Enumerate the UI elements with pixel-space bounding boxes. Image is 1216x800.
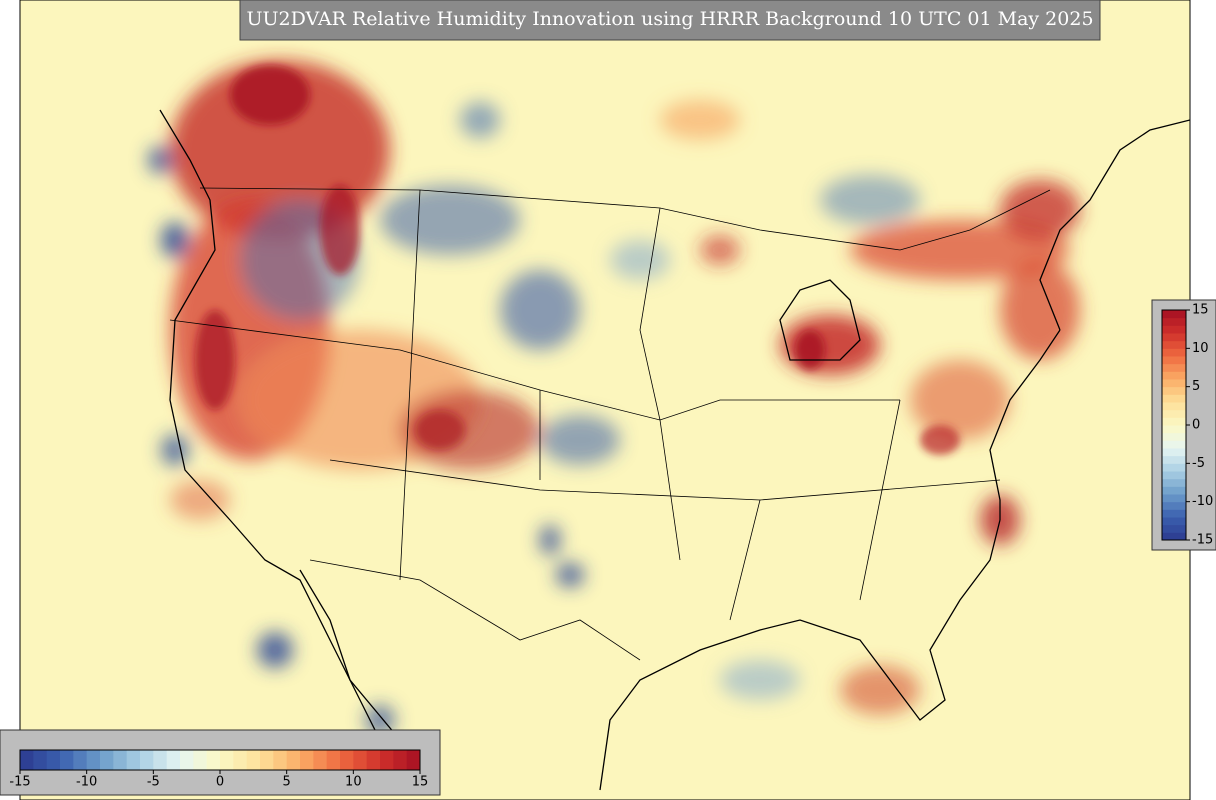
colorbar-segment xyxy=(393,750,408,770)
colorbar-segment xyxy=(60,750,74,770)
colorbar-segment xyxy=(233,750,248,770)
colorbar-segment xyxy=(73,750,88,770)
colorbar-segment xyxy=(20,750,34,770)
colorbar-segment xyxy=(246,750,261,770)
colorbar-segment xyxy=(1162,417,1186,426)
colorbar-tick-label: -10 xyxy=(76,775,97,790)
colorbar-segment xyxy=(1162,471,1186,480)
colorbar-segment xyxy=(113,750,128,770)
colorbar-segment xyxy=(1162,363,1186,372)
colorbar-segment xyxy=(1162,494,1186,503)
colorbar-segment xyxy=(193,750,208,770)
colorbar-segment xyxy=(260,750,274,770)
colorbar-segment xyxy=(33,750,48,770)
colorbar-tick-label: 5 xyxy=(283,775,291,790)
colorbar-segment xyxy=(1162,402,1186,411)
colorbar-segment xyxy=(326,750,341,770)
colorbar-segment xyxy=(406,750,421,770)
colorbar-segment xyxy=(100,750,114,770)
colorbar-segment xyxy=(340,750,354,770)
colorbar-segment xyxy=(1162,432,1186,441)
colorbar-segment xyxy=(1162,455,1186,464)
colorbar-tick-label: 15 xyxy=(1192,303,1209,318)
colorbar-segment xyxy=(273,750,288,770)
colorbar-segment xyxy=(1162,425,1186,434)
colorbar-tick-label: 10 xyxy=(345,775,362,790)
colorbar-tick-label: 0 xyxy=(216,775,224,790)
colorbar-segment xyxy=(1162,478,1186,487)
colorbar-segment xyxy=(180,750,194,770)
title-box xyxy=(239,0,1101,41)
colorbar-bottom: -15 -10 -5 0 5 10 15 xyxy=(9,749,429,790)
map-field xyxy=(20,0,1190,800)
colorbar-tick-label: 15 xyxy=(412,775,429,790)
colorbar-segment xyxy=(1162,394,1186,403)
colorbar-segment xyxy=(1162,501,1186,510)
colorbar-segment xyxy=(286,750,301,770)
borders xyxy=(169,187,1051,661)
colorbar-segment xyxy=(1162,310,1186,319)
colorbar-segment xyxy=(86,750,101,770)
colorbar-segment xyxy=(1162,340,1186,349)
colorbar-segment xyxy=(300,750,314,770)
colorbar-segment xyxy=(46,750,61,770)
colorbar-tick-label: -15 xyxy=(9,775,30,790)
colorbar-segment xyxy=(1162,325,1186,334)
colorbar-segment xyxy=(1162,348,1186,357)
colorbar-segment xyxy=(1162,486,1186,495)
colorbar-segment xyxy=(220,750,234,770)
colorbar-segment xyxy=(1162,509,1186,518)
colorbar-tick-label: -10 xyxy=(1192,494,1213,509)
colorbar-right: -15 -10 -5 0 5 10 15 xyxy=(1161,303,1213,548)
colorbar-segment xyxy=(1162,448,1186,457)
colorbar-tick-label: 5 xyxy=(1192,379,1200,394)
colorbar-segment xyxy=(380,750,394,770)
colorbar-segment xyxy=(1162,409,1186,418)
colorbar-segment xyxy=(1162,356,1186,365)
colorbar-segment xyxy=(1162,517,1186,526)
colorbar-segment xyxy=(1162,524,1186,533)
colorbar-tick-label: 10 xyxy=(1192,341,1209,356)
colorbar-segment xyxy=(353,750,368,770)
title: UU2DVAR Relative Humidity Innovation usi… xyxy=(246,8,1093,30)
colorbar-segment xyxy=(140,750,154,770)
colorbar-tick-label: -5 xyxy=(147,775,160,790)
colorbar-segment xyxy=(366,750,381,770)
colorbar-segment xyxy=(1162,333,1186,342)
colorbar-tick-label: 0 xyxy=(1192,418,1200,433)
colorbar-segment xyxy=(1162,317,1186,326)
colorbar-segment xyxy=(126,750,141,770)
colorbar-segment xyxy=(166,750,181,770)
colorbar-segment xyxy=(1162,386,1186,395)
colorbar-tick-label: -15 xyxy=(1192,533,1213,548)
colorbar-tick-label: -5 xyxy=(1192,456,1205,471)
colorbar-segment xyxy=(153,750,168,770)
colorbar-segment xyxy=(1162,532,1186,541)
colorbar-segment xyxy=(1162,463,1186,472)
colorbar-segment xyxy=(1162,379,1186,388)
colorbar-segment xyxy=(313,750,328,770)
colorbar-segment xyxy=(206,750,221,770)
colorbar-segment xyxy=(1162,371,1186,380)
colorbar-segment xyxy=(1162,440,1186,449)
